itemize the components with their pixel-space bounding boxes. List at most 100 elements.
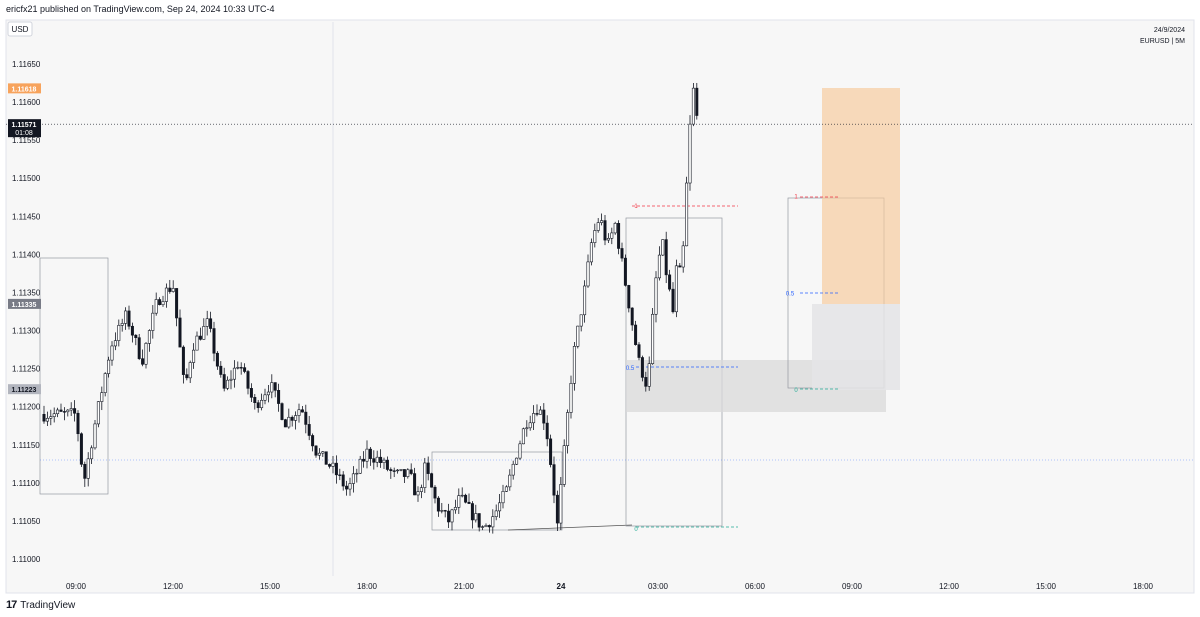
candle-body	[79, 433, 83, 465]
candle-body	[161, 301, 165, 306]
candle-body	[358, 458, 362, 474]
candle-body	[321, 451, 325, 454]
range-box-left	[39, 257, 109, 495]
candle-body	[229, 378, 233, 381]
candles-layer[interactable]	[42, 82, 699, 534]
candle-body	[345, 485, 349, 490]
candle-body	[311, 435, 315, 447]
candle-body	[300, 409, 304, 413]
candle-body	[219, 365, 223, 375]
candle-body	[688, 123, 692, 184]
candle-body	[59, 409, 63, 412]
candle-body	[644, 377, 648, 387]
candle-body	[538, 409, 542, 415]
candle-body	[460, 494, 464, 497]
candle-body	[549, 438, 553, 465]
fib-level-label: 1	[794, 195, 798, 201]
candle-body	[297, 409, 301, 416]
candle-body	[511, 463, 515, 476]
candle-body	[447, 510, 451, 523]
candle-body	[467, 501, 471, 504]
y-tick-label: 1.11450	[12, 212, 41, 221]
x-tick-label: 18:00	[357, 582, 378, 591]
candle-body	[637, 344, 641, 358]
x-tick-label: 12:00	[163, 582, 184, 591]
candle-body	[226, 379, 230, 389]
candle-body	[555, 494, 559, 524]
candle-body	[117, 325, 121, 341]
candle-body	[45, 417, 49, 422]
candle-body	[654, 277, 658, 315]
candle-body	[86, 458, 90, 479]
candle-body	[562, 445, 566, 485]
candle-body	[484, 525, 488, 527]
candle-body	[430, 473, 434, 488]
candle-body	[168, 287, 172, 292]
candle-body	[392, 470, 396, 472]
x-tick-label: 24	[557, 582, 566, 591]
candle-body	[385, 459, 389, 470]
candle-body	[399, 469, 403, 471]
price-badge-value: 1.11335	[12, 302, 37, 309]
candle-body	[334, 462, 338, 476]
candle-body	[640, 357, 644, 378]
fib-labels: 1 0.5 0 1 0.5 0	[626, 195, 799, 533]
candle-body	[205, 318, 209, 327]
price-badge-value: 1.11618	[12, 86, 37, 93]
candle-body	[436, 497, 440, 512]
y-tick-label: 1.11650	[12, 60, 41, 69]
candle-body	[103, 373, 107, 393]
candle-body	[613, 223, 617, 234]
candle-body	[270, 382, 274, 393]
candle-body	[328, 464, 332, 467]
candle-body	[93, 423, 97, 449]
candle-body	[365, 448, 369, 462]
candle-body	[617, 223, 621, 249]
candle-body	[664, 239, 668, 276]
candle-body	[324, 451, 328, 465]
candle-body	[521, 428, 525, 445]
x-axis[interactable]: 09:00 12:00 15:00 18:00 21:00 24 03:00 06:00 09:…	[66, 582, 1154, 591]
candle-body	[147, 330, 151, 344]
candle-body	[535, 413, 539, 415]
candle-body	[246, 371, 250, 389]
candle-body	[657, 254, 661, 279]
chart-pane	[5, 19, 1195, 594]
x-tick-label: 03:00	[648, 582, 669, 591]
candle-body	[576, 325, 580, 347]
candle-body	[426, 462, 430, 474]
y-tick-label: 1.11250	[12, 365, 41, 374]
candle-body	[674, 265, 678, 313]
candle-body	[287, 416, 291, 428]
candle-body	[158, 299, 162, 306]
candle-body	[691, 87, 695, 125]
chart-date: 24/9/2024	[1154, 27, 1185, 34]
y-axis[interactable]: 1.11650 1.11600 1.11550 1.11500 1.11450 1.114…	[12, 60, 41, 564]
candle-body	[307, 424, 311, 436]
candle-body	[362, 458, 366, 462]
x-tick-label: 18:00	[1133, 582, 1154, 591]
candle-body	[552, 464, 556, 496]
candle-body	[351, 473, 355, 484]
candle-body	[470, 503, 474, 521]
candle-body	[627, 285, 631, 309]
candle-body	[202, 326, 206, 340]
candle-body	[73, 408, 77, 414]
candle-body	[100, 392, 104, 402]
y-tick-label: 1.11000	[12, 555, 41, 564]
currency-label: USD	[12, 25, 29, 34]
y-tick-label: 1.11400	[12, 250, 41, 259]
candle-body	[593, 230, 597, 243]
y-tick-label: 1.11350	[12, 288, 41, 297]
candle-body	[266, 391, 270, 396]
candle-body	[236, 367, 240, 369]
candle-body	[528, 422, 532, 429]
candle-body	[525, 427, 529, 430]
candle-body	[209, 318, 213, 329]
candle-body	[212, 328, 216, 354]
candle-body	[596, 222, 600, 231]
fib-level-label: 0.5	[626, 366, 635, 372]
candle-body	[668, 274, 672, 290]
tradingview-logo-icon: 17	[6, 599, 17, 611]
